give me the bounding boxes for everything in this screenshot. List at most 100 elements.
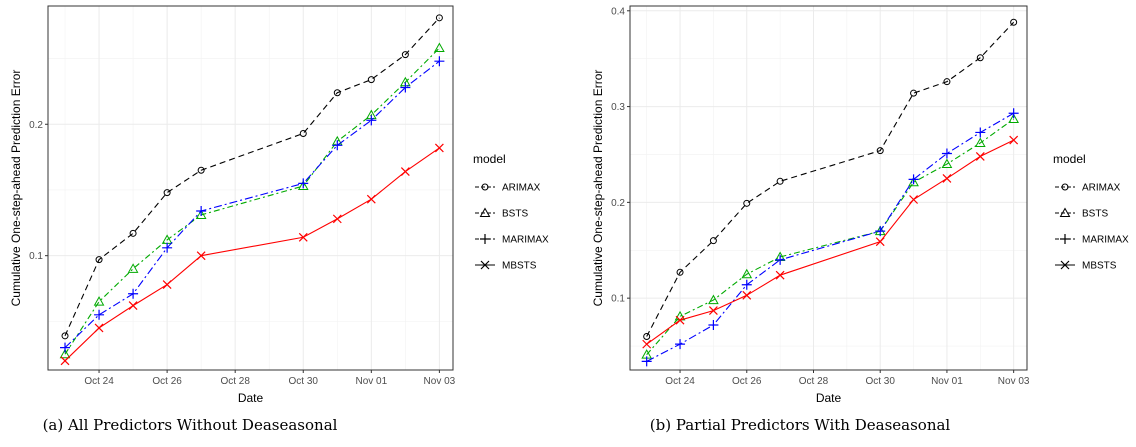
data-point-mbsts bbox=[942, 173, 952, 183]
x-axis-title: Date bbox=[238, 391, 264, 405]
data-point-arimax bbox=[197, 166, 205, 174]
data-point-marimax bbox=[741, 279, 752, 290]
legend-key-marker bbox=[480, 260, 490, 270]
y-tick-label: 0.1 bbox=[611, 294, 625, 305]
legend-label-arimax: ARIMAX bbox=[1082, 183, 1121, 194]
data-point-mbsts bbox=[128, 301, 138, 311]
series-line-mbsts bbox=[64, 147, 440, 362]
series-line-arimax bbox=[646, 21, 1015, 337]
legend-label-mbsts: MBSTS bbox=[1082, 261, 1117, 272]
data-point-marimax bbox=[128, 288, 139, 299]
data-point-arimax bbox=[976, 54, 984, 62]
data-point-marimax bbox=[434, 56, 445, 67]
data-point-marimax bbox=[975, 127, 986, 138]
legend-key-marker bbox=[1060, 260, 1070, 270]
legend-label-marimax: MARIMAX bbox=[1082, 235, 1129, 246]
x-tick-label: Oct 30 bbox=[865, 376, 895, 387]
y-tick-label: 0.2 bbox=[611, 198, 625, 209]
data-point-arimax bbox=[910, 89, 918, 97]
x-tick-label: Nov 03 bbox=[424, 376, 456, 387]
data-point-marimax bbox=[908, 174, 919, 185]
legend-label-mbsts: MBSTS bbox=[502, 261, 537, 272]
x-tick-label: Oct 26 bbox=[732, 376, 762, 387]
figure-caption: (a) All Predictors Without Deaseasonal bbox=[43, 416, 338, 434]
series-arimax bbox=[61, 14, 443, 340]
series-line-mbsts bbox=[646, 139, 1014, 345]
data-point-arimax bbox=[163, 189, 171, 197]
data-point-arimax bbox=[435, 14, 443, 22]
legend-title: model bbox=[1053, 152, 1086, 166]
data-point-mbsts bbox=[366, 194, 376, 204]
x-tick-label: Oct 26 bbox=[152, 376, 182, 387]
legend-label-arimax: ARIMAX bbox=[502, 183, 541, 194]
data-point-mbsts bbox=[332, 214, 342, 224]
data-point-marimax bbox=[298, 178, 309, 189]
data-point-mbsts bbox=[196, 251, 206, 261]
data-point-bsts bbox=[941, 158, 953, 169]
data-point-mbsts bbox=[400, 167, 410, 176]
series-line-marimax bbox=[64, 60, 440, 349]
legend-label-bsts: BSTS bbox=[502, 209, 528, 220]
data-point-mbsts bbox=[60, 356, 70, 366]
data-point-arimax bbox=[709, 237, 717, 245]
data-point-arimax bbox=[743, 199, 751, 207]
data-point-bsts bbox=[434, 42, 445, 53]
data-point-marimax bbox=[332, 140, 343, 151]
data-point-arimax bbox=[333, 89, 341, 97]
data-point-mbsts bbox=[975, 151, 985, 161]
data-point-mbsts bbox=[775, 270, 785, 280]
x-tick-label: Nov 01 bbox=[931, 376, 963, 387]
data-point-marimax bbox=[94, 309, 105, 320]
data-point-marimax bbox=[875, 226, 886, 237]
legend-title: model bbox=[473, 152, 506, 166]
data-point-arimax bbox=[643, 332, 651, 340]
data-point-mbsts bbox=[94, 323, 104, 333]
data-point-marimax bbox=[941, 148, 952, 159]
data-point-mbsts bbox=[875, 237, 885, 247]
data-point-arimax bbox=[367, 76, 375, 84]
y-tick-label: 0.1 bbox=[29, 251, 43, 262]
data-point-arimax bbox=[943, 78, 951, 86]
x-tick-label: Nov 03 bbox=[998, 376, 1030, 387]
legend-label-bsts: BSTS bbox=[1082, 209, 1108, 220]
data-point-arimax bbox=[401, 51, 409, 59]
series-marimax bbox=[60, 56, 445, 353]
data-point-bsts bbox=[127, 263, 139, 273]
data-point-marimax bbox=[400, 82, 411, 93]
series-line-bsts bbox=[646, 118, 1014, 356]
data-point-mbsts bbox=[434, 143, 444, 153]
legend-key-marker bbox=[1061, 183, 1069, 191]
data-point-marimax bbox=[60, 342, 71, 353]
series-mbsts bbox=[642, 135, 1019, 349]
y-axis-title: Cumulative One-step-ahead Prediction Err… bbox=[9, 70, 23, 307]
data-point-arimax bbox=[676, 268, 684, 276]
data-point-bsts bbox=[297, 180, 309, 191]
x-tick-label: Oct 28 bbox=[220, 376, 250, 387]
legend-key-marker bbox=[479, 207, 491, 217]
plot-background bbox=[48, 6, 453, 370]
legend-label-marimax: MARIMAX bbox=[502, 235, 549, 246]
data-point-bsts bbox=[741, 268, 753, 279]
series-marimax bbox=[641, 108, 1019, 367]
data-point-bsts bbox=[974, 137, 986, 147]
data-point-arimax bbox=[129, 229, 137, 237]
data-point-bsts bbox=[708, 294, 719, 305]
chart-panel-a: Oct 24 Oct 26 Oct 28 Oct 30 Nov 01 Nov 03 0.1 0… bbox=[9, 5, 549, 434]
data-point-marimax bbox=[675, 339, 686, 350]
data-point-marimax bbox=[775, 254, 786, 265]
legend-key-marker bbox=[480, 234, 490, 244]
legend: model ARIMAX BSTS MARIMAX MBSTS bbox=[473, 152, 549, 272]
data-point-bsts bbox=[59, 348, 71, 359]
data-point-mbsts bbox=[675, 315, 685, 325]
plot-border bbox=[47, 5, 454, 371]
y-tick-label: 0.2 bbox=[29, 120, 43, 131]
x-axis-title: Date bbox=[816, 391, 842, 405]
plot-border bbox=[629, 5, 1028, 371]
data-point-marimax bbox=[196, 205, 207, 216]
series-mbsts bbox=[60, 143, 444, 366]
data-point-mbsts bbox=[1009, 135, 1019, 145]
x-tick-label: Oct 28 bbox=[799, 376, 829, 387]
x-tick-label: Oct 24 bbox=[665, 376, 695, 387]
data-point-marimax bbox=[641, 356, 652, 367]
data-point-bsts bbox=[93, 296, 105, 306]
